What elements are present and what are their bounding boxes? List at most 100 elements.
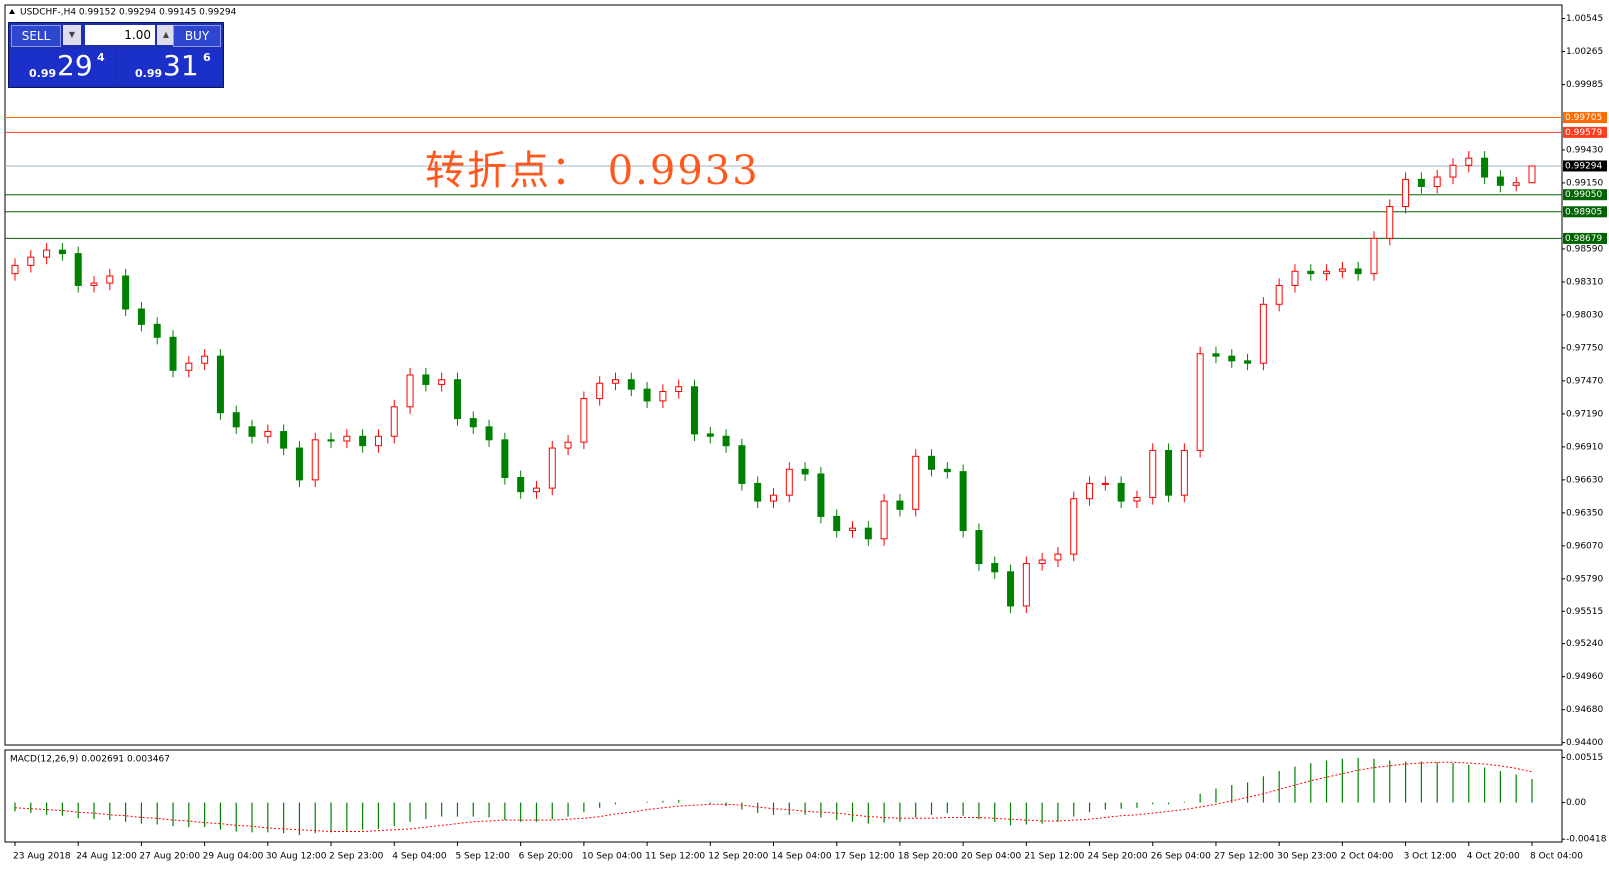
candle-body bbox=[738, 445, 746, 484]
candle-body bbox=[675, 386, 683, 392]
y-tick-label: 0.96630 bbox=[1566, 475, 1603, 485]
candle-body bbox=[1022, 563, 1030, 607]
candle-body bbox=[517, 477, 525, 493]
candle-body bbox=[928, 455, 936, 470]
candle-body bbox=[359, 435, 367, 447]
y-tick-label: 0.96350 bbox=[1566, 508, 1603, 518]
y-tick-label: 0.96070 bbox=[1566, 541, 1603, 551]
candle-body bbox=[58, 249, 66, 255]
x-tick-label: 6 Sep 20:00 bbox=[519, 852, 574, 862]
candle-body bbox=[1323, 270, 1331, 275]
trade-panel: SELL ▼ 1.00 ▲ BUY 0.99 29 4 0.99 31 6 bbox=[8, 22, 224, 88]
candle-body bbox=[564, 441, 572, 449]
candle-body bbox=[1149, 449, 1157, 499]
level-label-box bbox=[1563, 160, 1607, 172]
candle-body bbox=[1370, 237, 1378, 275]
candle-body bbox=[849, 527, 857, 532]
candle-body bbox=[295, 447, 303, 481]
candle-body bbox=[912, 455, 920, 510]
x-tick-label: 5 Sep 12:00 bbox=[455, 852, 510, 862]
candle-body bbox=[137, 308, 145, 325]
candle-body bbox=[1054, 553, 1062, 561]
candle-body bbox=[880, 500, 888, 540]
candle-body bbox=[1354, 268, 1362, 275]
x-tick-label: 3 Oct 12:00 bbox=[1404, 852, 1457, 862]
x-tick-label: 21 Sep 12:00 bbox=[1024, 852, 1084, 862]
level-label-box bbox=[1563, 189, 1607, 201]
y-tick-label: 0.97750 bbox=[1566, 343, 1603, 353]
x-tick-label: 10 Sep 04:00 bbox=[582, 852, 642, 862]
level-label: 0.98679 bbox=[1565, 234, 1602, 244]
candle-body bbox=[770, 494, 777, 502]
candle-body bbox=[643, 388, 651, 402]
y-tick-label: 0.95240 bbox=[1566, 639, 1603, 649]
price-suffix: 6 bbox=[203, 51, 211, 64]
candle-body bbox=[343, 435, 351, 442]
candle-body bbox=[1307, 270, 1315, 275]
x-tick-label: 26 Sep 04:00 bbox=[1151, 852, 1211, 862]
x-tick-label: 12 Sep 20:00 bbox=[708, 852, 768, 862]
x-tick-label: 17 Sep 12:00 bbox=[835, 852, 895, 862]
y-tick-label: 0.94680 bbox=[1566, 705, 1603, 715]
candle-body bbox=[264, 431, 272, 437]
x-tick-label: 27 Aug 20:00 bbox=[139, 852, 200, 862]
candle-body bbox=[74, 253, 82, 286]
candle-body bbox=[548, 447, 556, 489]
x-tick-label: 23 Aug 2018 bbox=[13, 852, 71, 862]
symbol-icon bbox=[9, 9, 15, 14]
x-tick-label: 8 Oct 04:00 bbox=[1530, 852, 1583, 862]
candle-body bbox=[1007, 571, 1015, 607]
candle-body bbox=[611, 379, 619, 384]
x-tick-label: 24 Sep 20:00 bbox=[1088, 852, 1148, 862]
candle-body bbox=[1465, 157, 1473, 166]
lot-decrease[interactable]: ▼ bbox=[63, 25, 81, 45]
price-prefix: 0.99 bbox=[29, 67, 57, 80]
candle-body bbox=[374, 435, 382, 447]
candle-body bbox=[216, 355, 224, 414]
candle-body bbox=[580, 398, 588, 443]
candle-body bbox=[596, 382, 604, 400]
y-tick-label: 1.00265 bbox=[1566, 47, 1603, 57]
macd-frame bbox=[4, 749, 1563, 843]
candle-body bbox=[1101, 482, 1109, 485]
candle-body bbox=[1180, 449, 1188, 496]
x-tick-label: 24 Aug 12:00 bbox=[76, 852, 137, 862]
y-tick-label: 0.00 bbox=[1566, 798, 1586, 808]
main-frame bbox=[4, 4, 1563, 746]
candle-body bbox=[422, 374, 430, 385]
level-label: 0.99579 bbox=[1565, 128, 1602, 138]
lot-increase[interactable]: ▲ bbox=[157, 25, 175, 45]
lot-input[interactable]: 1.00 bbox=[85, 25, 155, 45]
candle-body bbox=[311, 439, 319, 481]
y-tick-label: 0.99985 bbox=[1566, 80, 1603, 90]
x-tick-label: 30 Aug 12:00 bbox=[266, 852, 327, 862]
candle-body bbox=[1417, 178, 1425, 187]
level-label: 0.98905 bbox=[1565, 207, 1602, 217]
candle-body bbox=[1196, 353, 1204, 451]
candle-body bbox=[975, 530, 983, 565]
candle-body bbox=[90, 282, 98, 286]
x-tick-label: 30 Sep 23:00 bbox=[1277, 852, 1337, 862]
candle-body bbox=[659, 390, 667, 402]
candle-body bbox=[327, 439, 335, 442]
candle-body bbox=[1117, 482, 1125, 502]
buy-button[interactable]: BUY bbox=[173, 25, 221, 47]
symbol-info: USDCHF-,H4 0.99152 0.99294 0.99145 0.992… bbox=[20, 8, 237, 18]
price-prefix: 0.99 bbox=[135, 67, 163, 80]
candle-body bbox=[438, 379, 446, 385]
sell-button[interactable]: SELL bbox=[11, 25, 61, 47]
candle-body bbox=[896, 500, 904, 510]
candle-body bbox=[785, 468, 793, 496]
level-label-box bbox=[1563, 112, 1607, 124]
candle-body bbox=[1338, 268, 1346, 272]
y-tick-label: 1.00545 bbox=[1566, 14, 1603, 24]
candle-body bbox=[801, 468, 809, 475]
y-tick-label: 0.98030 bbox=[1566, 310, 1603, 320]
candle-body bbox=[1386, 205, 1394, 239]
sell-price[interactable]: 0.99 29 4 bbox=[11, 49, 115, 85]
candle-body bbox=[1496, 176, 1504, 186]
candle-body bbox=[1228, 355, 1236, 362]
buy-price[interactable]: 0.99 31 6 bbox=[117, 49, 221, 85]
y-tick-label: 0.96910 bbox=[1566, 442, 1603, 452]
candle-body bbox=[469, 418, 477, 428]
